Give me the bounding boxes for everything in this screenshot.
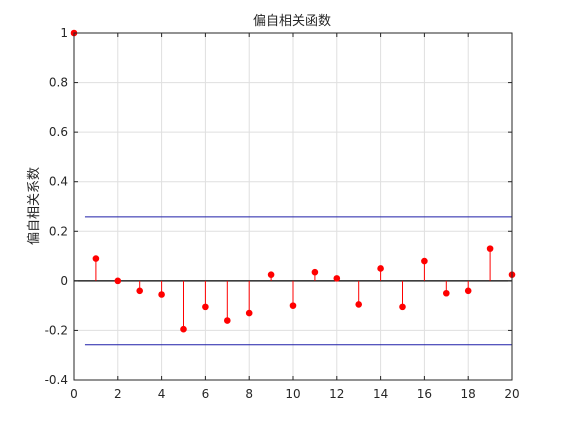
- x-tick-label: 10: [285, 387, 300, 401]
- stem-marker: [399, 303, 406, 311]
- y-tick-label: -0.2: [45, 323, 68, 337]
- stem-marker: [443, 289, 450, 297]
- stem-marker: [180, 325, 187, 333]
- stem-marker: [377, 265, 384, 272]
- x-tick-label: 0: [70, 387, 78, 401]
- stem-marker: [114, 277, 122, 285]
- y-tick-label: 0.8: [49, 76, 68, 90]
- stem-marker: [92, 255, 100, 262]
- y-axis-label: 偏自相关系数: [27, 167, 42, 245]
- stem-marker: [224, 317, 231, 324]
- x-tick-label: 6: [202, 387, 210, 401]
- y-tick-label: -0.4: [45, 373, 68, 387]
- stem-marker: [311, 268, 319, 276]
- y-tick-label: 0.4: [49, 175, 68, 189]
- x-tick-label: 4: [158, 387, 166, 401]
- x-tick-label: 8: [245, 387, 253, 401]
- x-tick-label: 12: [329, 387, 344, 401]
- stem-marker: [464, 287, 472, 295]
- stem-marker: [421, 257, 428, 265]
- stem-marker: [202, 303, 209, 311]
- y-tick-label: 0: [60, 274, 68, 288]
- stem-marker: [136, 287, 143, 295]
- x-tick-label: 18: [461, 387, 476, 401]
- stem-marker: [267, 271, 275, 278]
- stem-marker: [245, 309, 253, 317]
- x-tick-label: 20: [504, 387, 519, 401]
- stem-marker: [158, 291, 165, 298]
- x-tick-label: 16: [417, 387, 432, 401]
- stem-marker: [486, 245, 494, 252]
- y-tick-label: 0.6: [49, 125, 68, 139]
- x-tick-label: 14: [373, 387, 388, 401]
- y-tick-label: 1: [60, 26, 68, 40]
- plot-area: 0 2 4 6 8 10 12 14 16 18 20 -0.4 -0.2 0 0.2 0.4 0.6 0.8 1: [45, 26, 520, 401]
- stem-marker: [355, 301, 363, 308]
- chart-title: 偏自相关函数: [253, 14, 331, 29]
- x-tick-label: 2: [114, 387, 122, 401]
- y-tick-label: 0.2: [49, 224, 68, 238]
- stem-marker: [289, 302, 297, 309]
- stem-marker: [333, 275, 341, 282]
